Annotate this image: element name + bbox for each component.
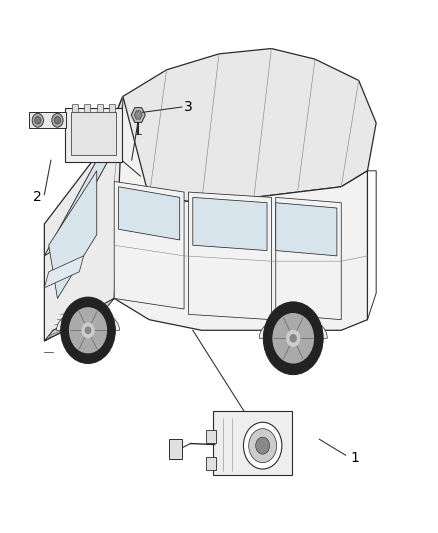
Circle shape — [32, 114, 43, 127]
Bar — [84, 104, 90, 112]
Polygon shape — [188, 192, 272, 320]
Circle shape — [244, 422, 282, 469]
Text: 2: 2 — [33, 190, 42, 204]
Circle shape — [70, 308, 106, 353]
Polygon shape — [44, 298, 114, 341]
Text: 1: 1 — [350, 451, 359, 465]
Polygon shape — [276, 203, 337, 256]
Polygon shape — [49, 171, 97, 298]
Polygon shape — [44, 150, 114, 256]
Bar — [97, 104, 103, 112]
Circle shape — [85, 327, 91, 334]
Polygon shape — [44, 96, 123, 341]
Polygon shape — [101, 96, 367, 330]
Circle shape — [54, 117, 60, 124]
Polygon shape — [259, 316, 327, 338]
Bar — [71, 112, 117, 155]
Polygon shape — [276, 197, 341, 320]
Circle shape — [264, 302, 323, 374]
FancyBboxPatch shape — [65, 108, 122, 162]
Polygon shape — [101, 49, 376, 203]
Bar — [206, 430, 215, 443]
Text: 3: 3 — [184, 100, 193, 114]
Polygon shape — [57, 309, 120, 330]
Circle shape — [256, 437, 270, 454]
Polygon shape — [44, 256, 84, 288]
Polygon shape — [193, 197, 267, 251]
Circle shape — [273, 314, 314, 363]
Circle shape — [52, 114, 63, 127]
Circle shape — [61, 297, 115, 364]
Circle shape — [290, 335, 296, 342]
Circle shape — [35, 117, 41, 124]
Circle shape — [82, 323, 94, 337]
Bar — [72, 104, 78, 112]
Bar — [206, 457, 215, 470]
Polygon shape — [114, 181, 184, 309]
Bar — [109, 104, 115, 112]
Polygon shape — [119, 187, 180, 240]
Circle shape — [249, 429, 277, 463]
Circle shape — [287, 330, 300, 346]
FancyBboxPatch shape — [213, 411, 292, 475]
Bar — [169, 439, 182, 459]
Polygon shape — [29, 112, 66, 128]
